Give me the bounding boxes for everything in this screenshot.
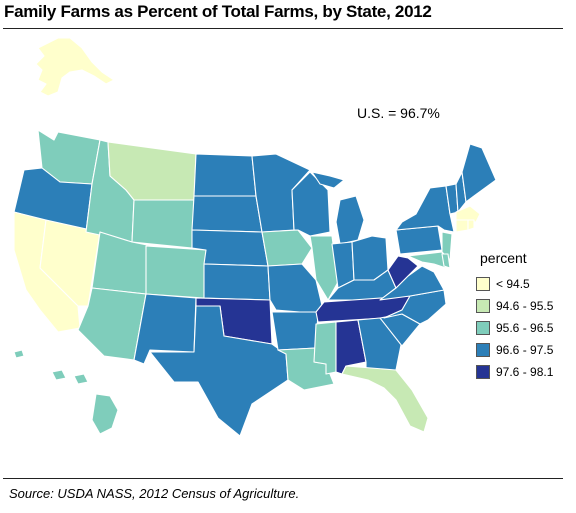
legend-label: 95.6 - 96.5 (496, 321, 554, 335)
state-sd[interactable] (191, 195, 263, 233)
state-mi[interactable] (335, 195, 365, 245)
state-de[interactable] (441, 253, 451, 269)
legend-label: < 94.5 (496, 277, 530, 291)
legend-label: 94.6 - 95.5 (496, 299, 554, 313)
state-co[interactable] (145, 245, 207, 299)
legend-item: 96.6 - 97.5 (476, 339, 571, 361)
legend-item: 97.6 - 98.1 (476, 361, 571, 383)
state-hi-big-island[interactable] (91, 393, 119, 435)
legend-swatch (476, 299, 490, 313)
state-nj[interactable] (441, 231, 453, 261)
state-pa[interactable] (395, 225, 443, 255)
footer-rule (3, 478, 563, 479)
map-title: Family Farms as Percent of Total Farms, … (4, 2, 432, 21)
state-ar[interactable] (271, 311, 319, 351)
state-hi-islands[interactable] (73, 373, 89, 385)
state-wi[interactable] (291, 171, 331, 237)
legend-item: < 94.5 (476, 273, 571, 295)
legend-item: 94.6 - 95.5 (476, 295, 571, 317)
state-nc[interactable] (383, 289, 447, 325)
source-note: Source: USDA NASS, 2012 Census of Agricu… (9, 486, 300, 501)
state-ma[interactable] (455, 205, 481, 223)
state-ks[interactable] (203, 263, 271, 301)
us-average-note: U.S. = 96.7% (357, 105, 440, 121)
state-hi-maui[interactable] (51, 369, 67, 381)
legend-swatch (476, 277, 490, 291)
state-hi[interactable] (13, 349, 25, 359)
state-ny[interactable] (395, 185, 455, 233)
state-ct[interactable] (455, 219, 469, 233)
legend-swatch (476, 321, 490, 335)
state-mi-upper[interactable] (311, 171, 345, 189)
legend-title: percent (480, 250, 527, 266)
state-fl[interactable] (341, 365, 429, 433)
legend-item: 95.6 - 96.5 (476, 317, 571, 339)
state-nd[interactable] (193, 153, 257, 197)
state-md[interactable] (407, 251, 447, 269)
state-wy[interactable] (131, 199, 195, 249)
map-legend: percent < 94.5 94.6 - 95.5 95.6 - 96.5 9… (476, 250, 571, 383)
state-ri[interactable] (467, 219, 475, 231)
title-rule (3, 28, 563, 29)
state-wv[interactable] (387, 255, 419, 289)
state-ak[interactable] (35, 37, 115, 97)
state-me[interactable] (461, 143, 497, 203)
legend-swatch (476, 365, 490, 379)
legend-label: 96.6 - 97.5 (496, 343, 554, 357)
legend-label: 97.6 - 98.1 (496, 365, 554, 379)
state-ia[interactable] (261, 229, 313, 267)
legend-swatch (476, 343, 490, 357)
state-tx[interactable] (149, 305, 289, 437)
